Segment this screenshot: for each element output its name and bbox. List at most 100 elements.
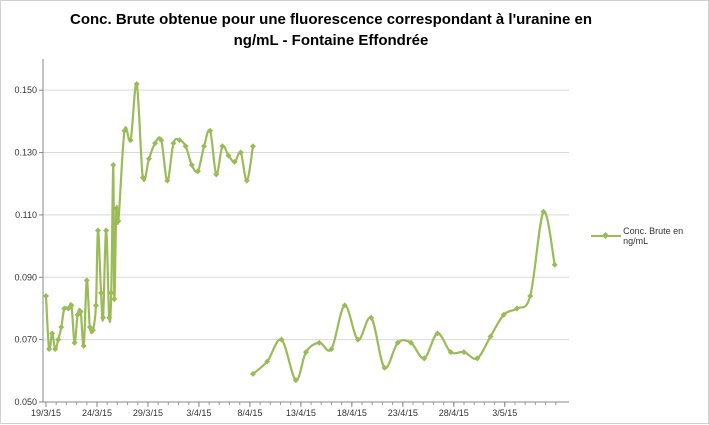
data-point [213, 171, 220, 178]
data-point [302, 349, 309, 356]
data-point [447, 349, 454, 356]
data-point [86, 324, 93, 331]
data-point [225, 152, 232, 159]
data-point [421, 355, 428, 362]
data-point [219, 143, 226, 150]
data-point [92, 302, 99, 309]
data-point [121, 127, 128, 134]
data-point [111, 296, 118, 303]
data-point [176, 137, 183, 144]
data-point [207, 127, 214, 134]
series-line [251, 210, 556, 382]
legend-label: Conc. Brute en ng/mL [623, 226, 684, 246]
data-point [394, 339, 401, 346]
data-point [201, 143, 208, 150]
data-point [71, 339, 78, 346]
data-point [551, 261, 558, 268]
data-point [158, 137, 165, 144]
data-point [500, 311, 507, 318]
data-point [170, 140, 177, 147]
data-point [115, 218, 122, 225]
x-tick-label: 23/4/15 [388, 408, 418, 418]
data-point [61, 305, 68, 312]
x-tick-label: 19/3/15 [31, 408, 61, 418]
data-point [152, 140, 159, 147]
data-point [237, 149, 244, 156]
data-point [113, 205, 120, 212]
y-tick-label: 0.070 [14, 335, 37, 345]
chart-title-line2: ng/mL - Fontaine Effondrée [233, 32, 429, 49]
axes [39, 59, 569, 407]
series-group [43, 80, 558, 384]
x-tick-label: 18/4/15 [337, 408, 367, 418]
data-point [103, 227, 110, 234]
x-tick-labels: 19/3/15 24/3/15 29/3/15 3/4/15 8/4/15 13/4/15… [31, 408, 517, 418]
data-point [164, 177, 171, 184]
data-point [43, 292, 49, 299]
y-tick-label: 0.110 [15, 210, 37, 220]
data-point [77, 308, 84, 315]
data-point [249, 143, 256, 150]
data-point [58, 324, 65, 331]
data-point [68, 302, 75, 309]
x-tick-label: 29/3/15 [133, 408, 163, 418]
y-tick-labels: 0.050 0.070 0.090 0.110 0.130 0.150 [14, 85, 37, 407]
data-point [133, 80, 140, 87]
data-point [460, 349, 467, 356]
data-point [55, 336, 62, 343]
data-point [292, 377, 299, 384]
data-point [188, 162, 195, 169]
data-point [407, 339, 414, 346]
data-point [106, 314, 113, 321]
data-point [527, 292, 534, 299]
x-tick-label: 3/5/15 [492, 408, 517, 418]
legend: Conc. Brute en ng/mL [591, 226, 708, 246]
data-point [52, 345, 59, 352]
x-tick-label: 24/3/15 [82, 408, 112, 418]
data-point [89, 327, 96, 334]
data-point [110, 162, 117, 169]
data-point [74, 311, 81, 318]
chart-title: Conc. Brute obtenue pour une fluorescenc… [41, 9, 621, 51]
chart-title-line1: Conc. Brute obtenue pour une fluorescenc… [70, 11, 592, 28]
y-tick-label: 0.150 [14, 85, 37, 95]
data-point [231, 158, 238, 165]
data-point [540, 208, 547, 215]
data-point [108, 289, 115, 296]
series-line [44, 82, 255, 352]
data-point [46, 345, 53, 352]
y-tick-label: 0.090 [14, 272, 37, 282]
data-point [80, 342, 87, 349]
data-point [249, 370, 256, 377]
data-point [316, 339, 323, 346]
data-point [328, 345, 335, 352]
data-point [83, 277, 90, 284]
data-point [145, 155, 152, 162]
data-point [100, 314, 107, 321]
data-point [127, 137, 134, 144]
y-tick-label: 0.130 [14, 148, 37, 158]
legend-line-marker-icon [591, 229, 621, 243]
data-point [98, 289, 105, 296]
data-point [94, 227, 101, 234]
x-tick-label: 28/4/15 [439, 408, 469, 418]
data-point [264, 358, 271, 365]
x-tick-label: 8/4/15 [237, 408, 262, 418]
data-point [139, 174, 146, 181]
data-point [65, 305, 72, 312]
x-tick-label: 13/4/15 [286, 408, 316, 418]
data-point [194, 168, 201, 175]
data-point [434, 330, 441, 337]
data-point [514, 305, 521, 312]
gridlines [43, 89, 569, 341]
data-point [243, 177, 250, 184]
data-point [474, 355, 481, 362]
data-point [354, 336, 361, 343]
data-point [381, 364, 388, 371]
data-point [278, 336, 285, 343]
y-tick-label: 0.050 [14, 397, 37, 407]
data-point [368, 314, 375, 321]
data-point [341, 302, 348, 309]
